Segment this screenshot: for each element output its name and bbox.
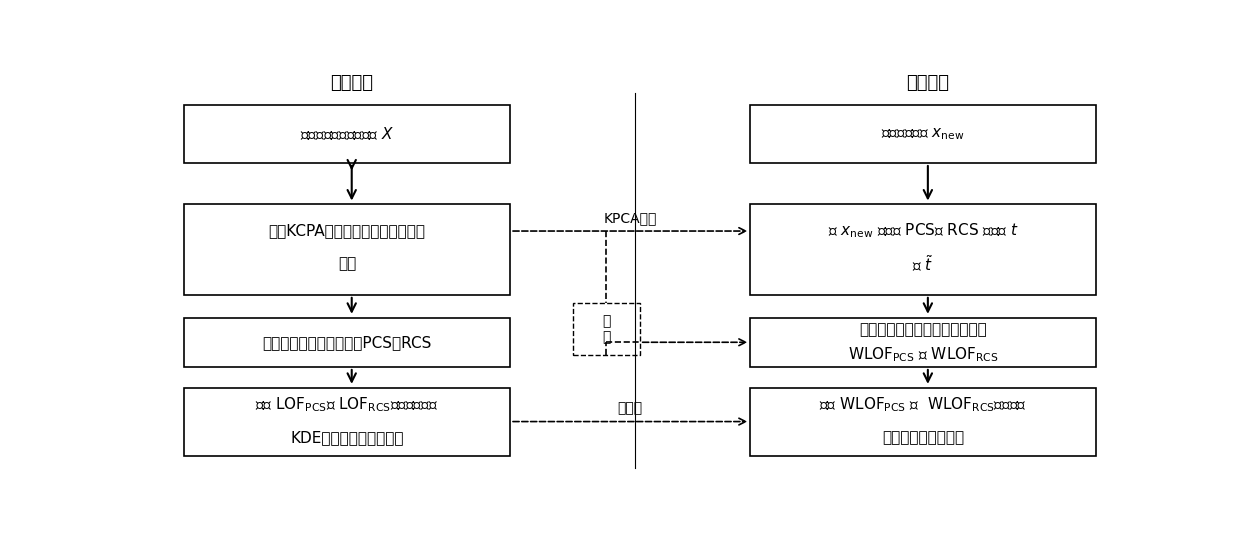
Text: 把 $\mathit{x}_{\mathrm{new}}$ 投影到 PCS和 RCS 上获得 $\mathit{t}$: 把 $\mathit{x}_{\mathrm{new}}$ 投影到 PCS和 R… xyxy=(828,221,1018,240)
Bar xyxy=(751,204,1097,295)
Text: 在线监控: 在线监控 xyxy=(907,74,949,91)
Bar xyxy=(183,387,510,456)
Text: 确定核主成分个数并划分PCS和RCS: 确定核主成分个数并划分PCS和RCS xyxy=(263,335,431,350)
Bar xyxy=(183,204,510,295)
Text: 离线建模: 离线建模 xyxy=(331,74,373,91)
Bar xyxy=(183,318,510,367)
Text: 过控制限则检出故障: 过控制限则检出故障 xyxy=(882,431,964,446)
Text: 计算 LOF$_{\mathrm{PCS}}$和 LOF$_{\mathrm{RCS}}$统计量并使用: 计算 LOF$_{\mathrm{PCS}}$和 LOF$_{\mathrm{R… xyxy=(255,396,439,415)
Text: 控制限: 控制限 xyxy=(617,401,643,415)
Text: 标准化正常训练集数据 $\mathit{X}$: 标准化正常训练集数据 $\mathit{X}$ xyxy=(300,126,394,143)
Bar xyxy=(751,387,1097,456)
Text: 建立KCPA模型并确定各核成分正常: 建立KCPA模型并确定各核成分正常 xyxy=(269,224,425,239)
Bar xyxy=(572,303,639,355)
Text: 确定实时权重系数并计算统计量: 确定实时权重系数并计算统计量 xyxy=(859,323,987,338)
Bar xyxy=(183,105,510,163)
Text: WLOF$_{\mathrm{PCS}}$ 和 WLOF$_{\mathrm{RCS}}$: WLOF$_{\mathrm{PCS}}$ 和 WLOF$_{\mathrm{R… xyxy=(847,345,999,364)
Text: 和 $\tilde{t}$: 和 $\tilde{t}$ xyxy=(912,254,934,274)
Text: KDE方法计算相应控制限: KDE方法计算相应控制限 xyxy=(290,431,404,446)
Bar xyxy=(751,105,1097,163)
Text: 阈值: 阈值 xyxy=(338,256,356,271)
Text: 标准化新数据 $\mathit{x}_{\mathrm{new}}$: 标准化新数据 $\mathit{x}_{\mathrm{new}}$ xyxy=(881,126,965,142)
Text: 阈
值: 阈 值 xyxy=(602,314,611,344)
Text: 如果 WLOF$_{\mathrm{PCS}}$ 或  WLOF$_{\mathrm{RCS}}$统计量超: 如果 WLOF$_{\mathrm{PCS}}$ 或 WLOF$_{\mathr… xyxy=(819,396,1027,415)
Text: KPCA模型: KPCA模型 xyxy=(603,211,657,225)
Bar xyxy=(751,318,1097,367)
